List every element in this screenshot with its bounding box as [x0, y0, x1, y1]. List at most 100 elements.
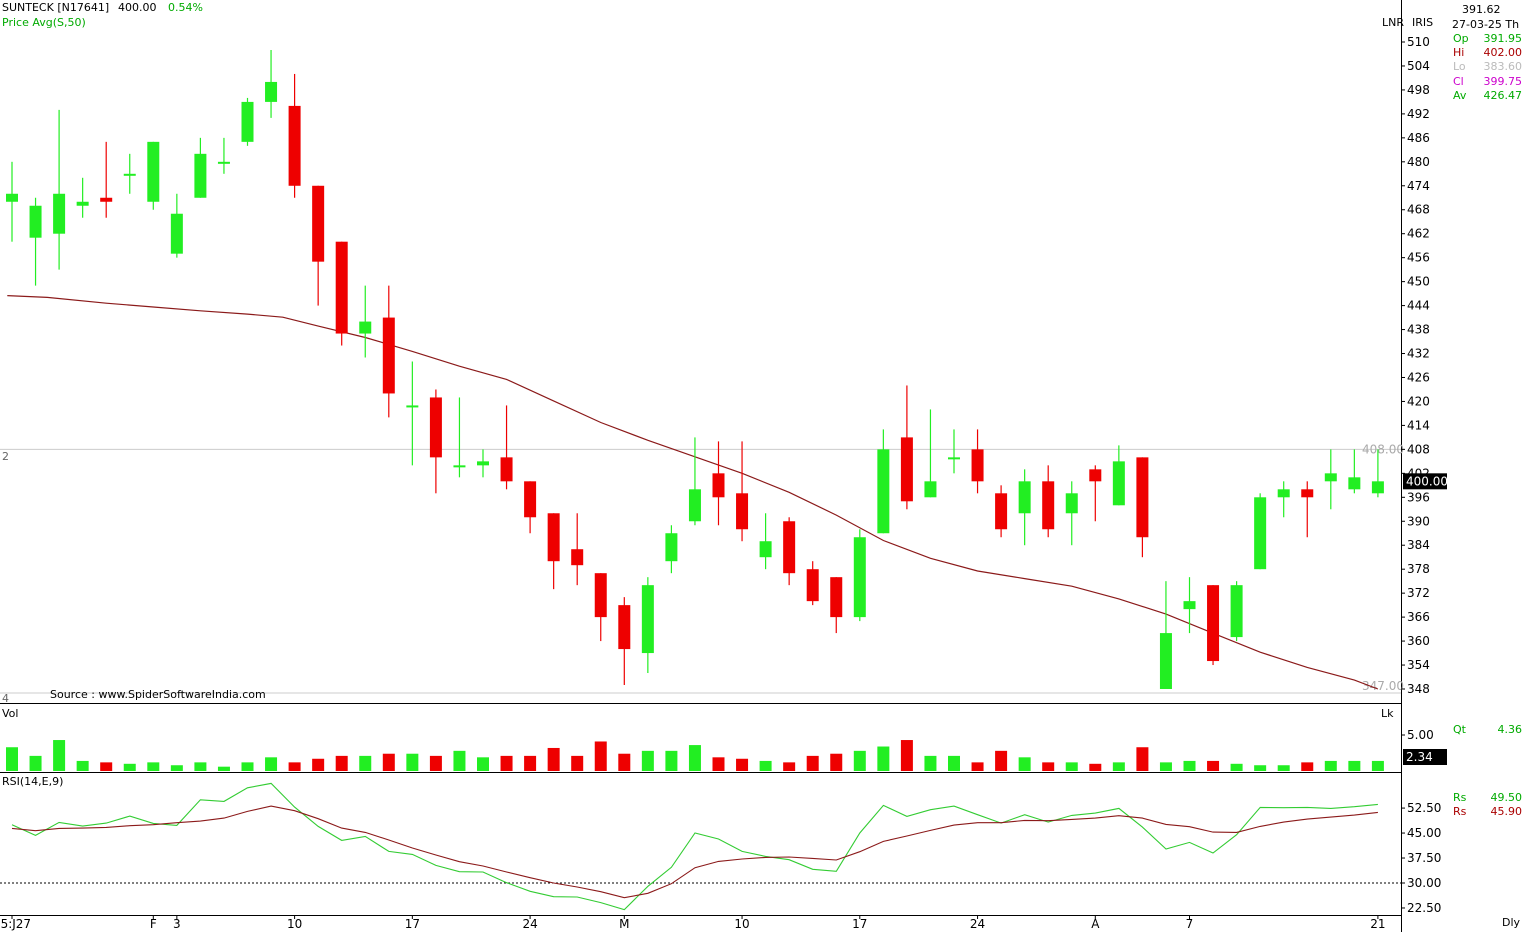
candle[interactable] [971, 429, 984, 494]
candle[interactable] [571, 513, 584, 586]
candle[interactable] [6, 161, 18, 242]
crosshair-date: 27-03-25 Th [1452, 18, 1520, 31]
candle[interactable] [712, 441, 725, 526]
candle[interactable] [877, 429, 890, 534]
candle-body [76, 201, 89, 206]
volume-bar [1159, 762, 1172, 771]
price-tick-label: 504 [1407, 59, 1430, 73]
upper-reference-label: 408.00 [1362, 442, 1404, 456]
time-tick-label: 24 [970, 917, 985, 931]
lnr-toggle[interactable]: LNR [1382, 16, 1404, 29]
candle[interactable] [665, 525, 678, 574]
candle-body [359, 321, 372, 334]
candle[interactable] [429, 389, 442, 494]
candle[interactable] [217, 137, 230, 174]
volume-bar [783, 762, 796, 771]
candle[interactable] [1324, 449, 1337, 510]
candle-body [783, 521, 796, 574]
volume-bar [1065, 762, 1078, 771]
candle[interactable] [1254, 493, 1267, 570]
candle[interactable] [500, 405, 513, 490]
candle[interactable] [853, 529, 866, 622]
candle[interactable] [1112, 445, 1125, 506]
candle[interactable] [100, 141, 113, 218]
current-price-label: 400.00 [1406, 474, 1448, 488]
volume-bar [665, 750, 678, 771]
volume-bar [312, 758, 325, 771]
candle[interactable] [618, 597, 631, 686]
candle[interactable] [1136, 457, 1149, 558]
volume-qt-value: 4.36 [1497, 723, 1522, 736]
lock-label[interactable]: Lk [1381, 707, 1394, 720]
iris-toggle[interactable]: IRIS [1412, 16, 1434, 29]
candle[interactable] [900, 385, 913, 510]
candle[interactable] [453, 397, 466, 478]
moving-average-label: Price Avg(S,50) [2, 16, 86, 29]
candle[interactable] [123, 153, 136, 194]
candle[interactable] [147, 141, 160, 210]
volume-bar [688, 745, 701, 771]
candle[interactable] [1371, 449, 1384, 498]
candle[interactable] [406, 361, 419, 466]
candle-body [312, 185, 325, 262]
candle[interactable] [76, 177, 89, 218]
volume-bar [477, 757, 489, 771]
candle-body [1324, 473, 1337, 482]
candle[interactable] [948, 429, 960, 474]
candle[interactable] [312, 185, 325, 306]
candle-body [53, 193, 66, 234]
candle[interactable] [736, 441, 749, 542]
candle[interactable] [1183, 577, 1196, 634]
candle[interactable] [335, 241, 348, 346]
price-tick-label: 510 [1407, 35, 1430, 49]
candle[interactable] [1207, 585, 1220, 666]
candle[interactable] [53, 109, 66, 270]
candle-body [1018, 481, 1031, 514]
candle[interactable] [688, 437, 701, 526]
volume-bar [1371, 760, 1384, 771]
volume-bar [736, 758, 749, 771]
candle[interactable] [1042, 465, 1055, 538]
volume-bar [6, 747, 18, 771]
time-tick-label: 10 [734, 917, 749, 931]
candle-body [759, 541, 772, 558]
candle[interactable] [1089, 465, 1102, 522]
volume-bar [759, 760, 772, 771]
candle[interactable] [477, 449, 489, 478]
candle[interactable] [170, 193, 183, 258]
candle[interactable] [241, 97, 254, 146]
candle[interactable] [265, 49, 278, 118]
candle[interactable] [29, 197, 42, 286]
candle[interactable] [995, 485, 1008, 538]
price-tick-label: 498 [1407, 83, 1430, 97]
volume-bar [123, 763, 136, 771]
candle[interactable] [524, 481, 537, 534]
candle-body [688, 489, 701, 522]
candle[interactable] [806, 561, 819, 606]
candle[interactable] [359, 285, 372, 358]
candle[interactable] [288, 73, 301, 198]
interval-label[interactable]: Dly [1502, 916, 1521, 929]
candle[interactable] [194, 137, 207, 198]
candle[interactable] [924, 409, 937, 498]
volume-bar [971, 762, 984, 771]
candle[interactable] [641, 577, 654, 674]
lower-reference-label: 347.00 [1362, 679, 1404, 693]
candle[interactable] [1348, 449, 1361, 494]
candle[interactable] [1159, 581, 1172, 689]
candle[interactable] [1230, 581, 1243, 642]
candle[interactable] [594, 573, 607, 642]
candle[interactable] [1277, 481, 1290, 518]
candle[interactable] [1065, 481, 1078, 546]
candle[interactable] [547, 513, 560, 590]
price-panel-marker-bottom: 4 [2, 692, 9, 705]
candle[interactable] [830, 577, 843, 634]
price-tick-label: 396 [1407, 490, 1430, 504]
candle[interactable] [1301, 481, 1314, 538]
candle[interactable] [783, 517, 796, 586]
candle[interactable] [382, 285, 395, 418]
candle[interactable] [1018, 469, 1031, 546]
volume-qt-label: Qt [1453, 723, 1466, 736]
candle[interactable] [759, 513, 772, 570]
